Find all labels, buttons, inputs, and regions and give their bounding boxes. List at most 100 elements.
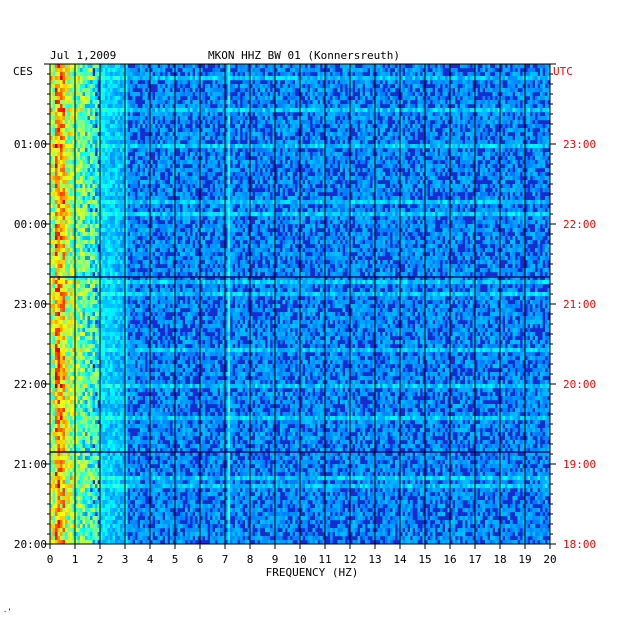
spectrogram-cell (270, 92, 273, 97)
spectrogram-cell (205, 76, 208, 81)
spectrogram-cell (267, 76, 271, 81)
spectrogram-cell (360, 192, 363, 197)
spectrogram-cell (235, 116, 238, 121)
spectrogram-cell (352, 64, 356, 69)
spectrogram-cell (77, 152, 81, 157)
spectrogram-cell (477, 76, 481, 81)
spectrogram-cell (172, 152, 176, 157)
spectrogram-cell (390, 164, 393, 169)
spectrogram-cell (125, 148, 128, 153)
spectrogram-cell (517, 180, 521, 185)
spectrogram-cell (307, 156, 311, 161)
spectrogram-cell (325, 172, 328, 177)
spectrogram-cell (185, 188, 188, 193)
spectrogram-cell (360, 88, 363, 93)
spectrogram-cell (297, 152, 301, 157)
spectrogram-cell (227, 64, 231, 69)
spectrogram-cell (232, 84, 236, 89)
spectrogram-cell (115, 184, 118, 189)
spectrogram-cell (535, 164, 538, 169)
spectrogram-cell (110, 164, 113, 169)
spectrogram-cell (247, 168, 251, 173)
spectrogram-cell (495, 140, 498, 145)
spectrogram-cell (330, 180, 333, 185)
spectrogram-cell (345, 172, 348, 177)
spectrogram-cell (467, 160, 471, 165)
spectrogram-cell (500, 108, 503, 113)
spectrogram-cell (50, 132, 53, 137)
spectrogram-cell (520, 184, 523, 189)
spectrogram-cell (317, 112, 321, 117)
spectrogram-cell (140, 144, 143, 149)
spectrogram-cell (412, 72, 416, 77)
spectrogram-cell (100, 120, 103, 125)
spectrogram-cell (512, 76, 516, 81)
spectrogram-cell (315, 112, 318, 117)
spectrogram-cell (130, 116, 133, 121)
spectrogram-cell (190, 84, 193, 89)
spectrogram-cell (70, 104, 73, 109)
spectrogram-cell (422, 188, 426, 193)
spectrogram-cell (70, 96, 73, 101)
spectrogram-cell (437, 68, 441, 73)
spectrogram-cell (150, 144, 153, 149)
spectrogram-cell (87, 188, 91, 193)
spectrogram-cell (295, 148, 298, 153)
spectrogram-cell (445, 64, 448, 69)
spectrogram-cell (137, 196, 141, 201)
spectrogram-cell (310, 196, 313, 201)
spectrogram-cell (52, 192, 56, 197)
spectrogram-cell (82, 140, 86, 145)
spectrogram-cell (492, 168, 496, 173)
spectrogram-cell (217, 116, 221, 121)
spectrogram-cell (342, 188, 346, 193)
spectrogram-cell (77, 84, 81, 89)
spectrogram-cell (417, 108, 421, 113)
spectrogram-cell (272, 64, 276, 69)
spectrogram-cell (165, 108, 168, 113)
spectrogram-cell (495, 76, 498, 81)
spectrogram-cell (300, 140, 303, 145)
spectrogram-cell (327, 92, 331, 97)
spectrogram-cell (360, 116, 363, 121)
spectrogram-cell (437, 80, 441, 85)
spectrogram-cell (515, 72, 518, 77)
spectrogram-cell (537, 196, 541, 201)
spectrogram-cell (477, 104, 481, 109)
spectrogram-cell (307, 128, 311, 133)
spectrogram-cell (520, 80, 523, 85)
spectrogram-cell (120, 92, 123, 97)
spectrogram-cell (392, 80, 396, 85)
spectrogram-cell (152, 68, 156, 73)
spectrogram-cell (455, 188, 458, 193)
spectrogram-cell (410, 96, 413, 101)
spectrogram-cell (367, 136, 371, 141)
spectrogram-cell (300, 108, 303, 113)
spectrogram-cell (487, 176, 491, 181)
spectrogram-cell (405, 188, 408, 193)
spectrogram-cell (427, 172, 431, 177)
spectrogram-cell (322, 188, 326, 193)
spectrogram-cell (435, 124, 438, 129)
spectrogram-cell (302, 108, 306, 113)
spectrogram-cell (327, 152, 331, 157)
spectrogram-cell (397, 176, 401, 181)
spectrogram-cell (272, 104, 276, 109)
spectrogram-cell (65, 112, 68, 117)
spectrogram-cell (222, 64, 226, 69)
spectrogram-cell (225, 180, 228, 185)
spectrogram-cell (317, 140, 321, 145)
spectrogram-cell (110, 104, 113, 109)
spectrogram-cell (212, 100, 216, 105)
spectrogram-cell (372, 112, 376, 117)
spectrogram-cell (127, 168, 131, 173)
spectrogram-cell (75, 132, 78, 137)
spectrogram-cell (427, 108, 431, 113)
spectrogram-cell (540, 172, 543, 177)
spectrogram-cell (127, 176, 131, 181)
spectrogram-cell (370, 116, 373, 121)
spectrogram-cell (135, 140, 138, 145)
spectrogram-cell (277, 160, 281, 165)
spectrogram-cell (85, 148, 88, 153)
spectrogram-cell (465, 96, 468, 101)
